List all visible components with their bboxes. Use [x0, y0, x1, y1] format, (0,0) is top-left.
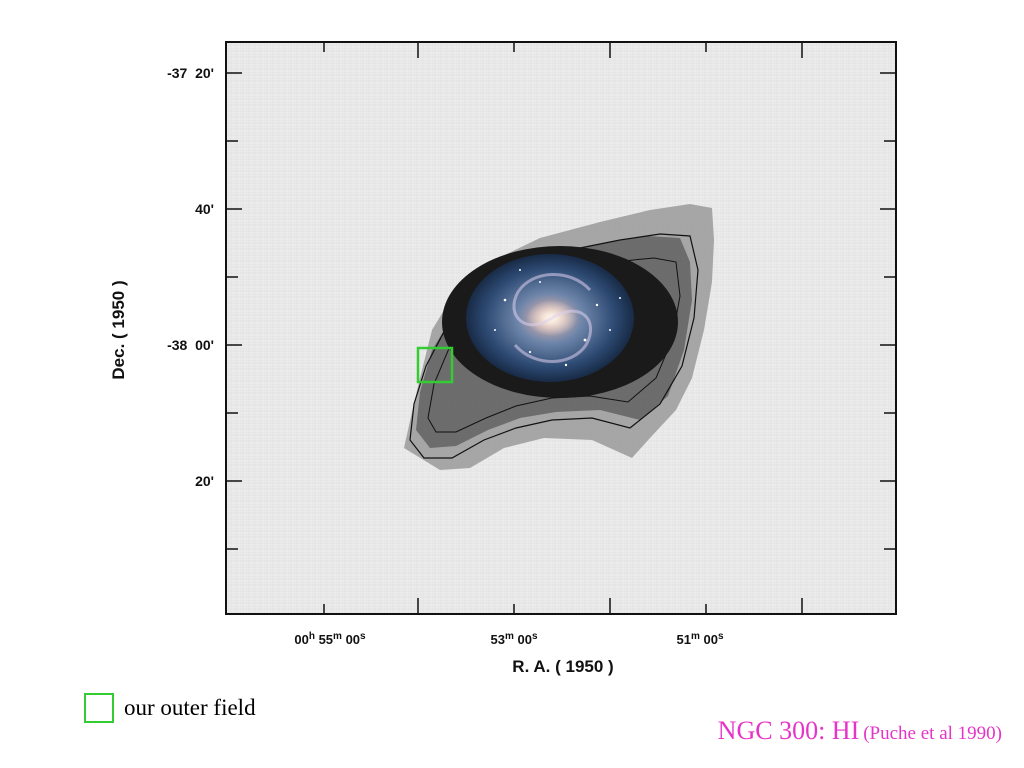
x-tick-label-1: 00h 55m 00s [294, 631, 366, 647]
galaxy-stars [494, 269, 621, 367]
galaxy-spiral-arm-2 [512, 273, 592, 327]
legend: our outer field [84, 690, 256, 726]
y-tick-label-3: -38 00' [167, 337, 214, 353]
galaxy-spiral-arm-1 [513, 309, 593, 363]
x-axis-title: R. A. ( 1950 ) [512, 657, 613, 676]
y-tick-label-4: 20' [195, 473, 214, 489]
axis-ticks [226, 42, 896, 614]
figure-caption: NGC 300: HI (Puche et al 1990) [718, 716, 1002, 746]
caption-reference: (Puche et al 1990) [863, 723, 1002, 744]
y-tick-label-1: -37 20' [167, 65, 214, 81]
caption-main: NGC 300: HI [717, 716, 860, 745]
outer-field-marker [416, 346, 454, 384]
legend-label: our outer field [124, 695, 256, 720]
y-tick-label-2: 40' [195, 201, 214, 217]
legend-swatch [84, 693, 114, 723]
x-tick-label-2: 53m 00s [490, 631, 537, 647]
x-tick-label-3: 51m 00s [676, 631, 723, 647]
y-axis-title: Dec. ( 1950 ) [109, 280, 128, 379]
